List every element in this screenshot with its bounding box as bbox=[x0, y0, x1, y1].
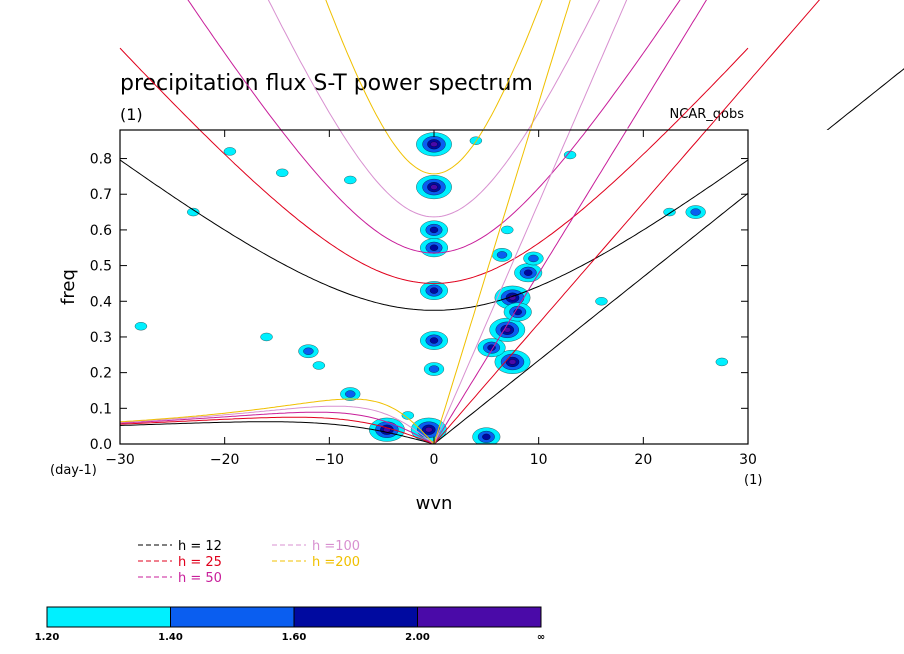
contour-region bbox=[276, 168, 289, 177]
x-tick-label: −10 bbox=[315, 452, 345, 468]
x-tick-label: −20 bbox=[210, 452, 240, 468]
x-tick-label: −30 bbox=[105, 452, 135, 468]
dispersion-curve-extension-h25 bbox=[119, 47, 201, 130]
contour-region bbox=[429, 287, 439, 294]
contour-region bbox=[595, 297, 608, 306]
contour-region bbox=[425, 427, 433, 433]
dispersion-curve-inertia-gravity-h25 bbox=[199, 130, 669, 284]
contour-region bbox=[260, 332, 273, 342]
y-tick-label: 0.3 bbox=[90, 330, 112, 346]
legend-label: h = 12 bbox=[178, 539, 222, 554]
colorbar-level-label: 2.00 bbox=[405, 632, 430, 643]
contour-region bbox=[223, 147, 237, 156]
contour-region bbox=[312, 361, 326, 370]
contour-region bbox=[715, 357, 728, 367]
contour-region bbox=[401, 411, 414, 420]
dispersion-curve-extension-h25 bbox=[705, 0, 820, 130]
contour-region bbox=[134, 322, 148, 331]
x-tick-label: 0 bbox=[430, 452, 439, 468]
y-axis-ticks: 0.0 0.1 0.2 0.3 0.4 0.5 0.6 0.7 0.8 bbox=[90, 152, 748, 453]
y-tick-label: 0.2 bbox=[90, 366, 112, 382]
dispersion-curve-inertia-gravity-h100 bbox=[339, 130, 529, 218]
y-tick-label: 0.6 bbox=[90, 223, 112, 239]
spectral-contours bbox=[134, 132, 728, 444]
legend-label: h =200 bbox=[312, 555, 360, 570]
contour-region bbox=[482, 433, 491, 441]
legend-label: h =100 bbox=[312, 539, 360, 554]
chart-title: precipitation flux S-T power spectrum bbox=[120, 71, 533, 96]
dispersion-curve-extension-h12 bbox=[826, 68, 904, 130]
dispersion-curve-kelvin-h50 bbox=[433, 130, 628, 444]
source-label: NCAR_qobs bbox=[670, 107, 745, 122]
contour-region bbox=[528, 254, 539, 263]
colorbar-segment bbox=[170, 606, 295, 628]
colorbar-level-label: ∞ bbox=[537, 632, 545, 643]
dispersion-curve-extension-h100 bbox=[267, 0, 341, 130]
x-tick-label: 30 bbox=[739, 452, 757, 468]
dispersion-curve-kelvin-h200 bbox=[433, 130, 531, 444]
contour-region bbox=[508, 359, 517, 365]
dispersion-curve-kelvin-h25 bbox=[433, 130, 708, 444]
colorbar-level-label: 1.40 bbox=[158, 632, 183, 643]
contour-region bbox=[690, 208, 701, 216]
y-tick-label: 0.1 bbox=[90, 401, 112, 417]
colorbar-segment bbox=[417, 606, 542, 628]
colorbar-level-label: 1.20 bbox=[35, 632, 60, 643]
y-tick-label: 0.0 bbox=[90, 437, 112, 453]
contour-region bbox=[187, 207, 200, 217]
x-tick-label: 10 bbox=[530, 452, 548, 468]
dispersion-curve-rossby-h100 bbox=[120, 405, 435, 444]
dispersion-curve-extension-h25 bbox=[667, 47, 749, 130]
contour-region bbox=[429, 337, 439, 344]
contour-region bbox=[524, 269, 533, 276]
dispersion-curve-kelvin-h100 bbox=[433, 130, 571, 444]
x-axis-ticks: −30 −20 −10 0 10 20 30 bbox=[105, 130, 757, 468]
contour-region bbox=[501, 225, 514, 235]
y-tick-label: 0.4 bbox=[90, 294, 112, 310]
dispersion-curve-extension-h100 bbox=[527, 0, 601, 130]
colorbar-segment bbox=[46, 606, 171, 628]
dispersion-curve-extension-h200 bbox=[325, 0, 385, 130]
contour-region bbox=[496, 251, 508, 259]
y-tick-label: 0.5 bbox=[90, 259, 112, 275]
contour-region bbox=[303, 347, 314, 355]
dispersion-curve-extension-h50 bbox=[627, 0, 708, 129]
dispersion-curve-extension-h50 bbox=[586, 0, 681, 130]
contour-region bbox=[344, 175, 357, 185]
dispersion-curves-above-frame bbox=[119, 0, 904, 130]
y-units-label: (day-1) bbox=[50, 463, 97, 478]
dispersion-curve-rossby-h12 bbox=[120, 421, 435, 444]
contour-region bbox=[429, 226, 439, 234]
x-tick-label: 20 bbox=[634, 452, 652, 468]
dispersion-curve-rossby-h200 bbox=[120, 398, 435, 444]
dispersion-curve-rossby-h25 bbox=[120, 416, 435, 444]
y-tick-label: 0.8 bbox=[90, 152, 112, 168]
dispersion-curve-inertia-gravity-h50 bbox=[280, 130, 588, 254]
dispersion-curve-inertia-gravity-h12 bbox=[120, 159, 748, 311]
contour-region bbox=[663, 207, 676, 217]
dispersion-curve-extension-h50 bbox=[187, 0, 282, 130]
x-units-label: (1) bbox=[744, 473, 762, 488]
contour-region bbox=[345, 390, 356, 398]
legend-label: h = 25 bbox=[178, 555, 222, 570]
colorbar-segment bbox=[293, 606, 418, 628]
y-tick-label: 0.7 bbox=[90, 187, 112, 203]
dispersion-curve-extension-h200 bbox=[483, 0, 543, 130]
dispersion-curve-inertia-gravity-h200 bbox=[384, 130, 484, 175]
dispersion-curve-kelvin-h12 bbox=[433, 192, 748, 444]
legend-label: h = 50 bbox=[178, 571, 222, 586]
dispersion-curve-rossby-h50 bbox=[120, 411, 435, 444]
x-axis-label: wvn bbox=[416, 493, 453, 514]
y-axis-label: freq bbox=[58, 269, 79, 305]
contour-region bbox=[430, 184, 438, 190]
contour-region bbox=[430, 141, 438, 147]
contour-region bbox=[429, 244, 439, 251]
colorbar-level-label: 1.60 bbox=[282, 632, 307, 643]
colorbar: 1.20 1.40 1.60 2.00 ∞ bbox=[35, 606, 545, 643]
dispersion-curves bbox=[120, 130, 748, 444]
units-label: (1) bbox=[120, 105, 143, 124]
contour-region bbox=[428, 365, 440, 373]
